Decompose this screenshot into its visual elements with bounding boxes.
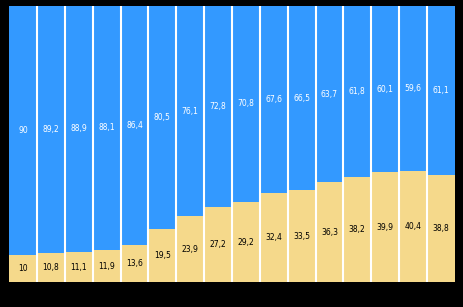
- Text: 88,9: 88,9: [70, 124, 87, 134]
- Bar: [37, 253, 65, 282]
- Bar: [93, 250, 120, 282]
- Bar: [287, 6, 315, 190]
- Text: 19,5: 19,5: [154, 251, 170, 260]
- Bar: [398, 171, 426, 282]
- Text: 90: 90: [18, 126, 28, 135]
- Bar: [148, 228, 176, 282]
- Bar: [120, 6, 148, 245]
- Text: 61,8: 61,8: [348, 87, 365, 96]
- Bar: [9, 255, 37, 282]
- Bar: [370, 172, 398, 282]
- Text: 89,2: 89,2: [43, 125, 59, 134]
- Text: 33,5: 33,5: [293, 232, 309, 241]
- Text: 70,8: 70,8: [237, 99, 254, 108]
- Bar: [232, 202, 259, 282]
- Bar: [259, 6, 287, 193]
- Bar: [65, 6, 93, 252]
- Text: 11,1: 11,1: [70, 262, 87, 272]
- Text: 59,6: 59,6: [404, 84, 420, 93]
- Bar: [9, 6, 37, 255]
- Bar: [148, 6, 176, 228]
- Text: 10,8: 10,8: [43, 263, 59, 272]
- Bar: [176, 6, 204, 216]
- Text: 13,6: 13,6: [126, 259, 143, 268]
- Text: 88,1: 88,1: [98, 123, 115, 132]
- Bar: [426, 6, 454, 175]
- Text: 38,2: 38,2: [348, 225, 365, 234]
- Bar: [232, 6, 259, 202]
- Text: 40,4: 40,4: [404, 222, 420, 231]
- Bar: [37, 6, 65, 253]
- Bar: [120, 245, 148, 282]
- Bar: [315, 6, 343, 182]
- Bar: [370, 6, 398, 172]
- Text: 76,1: 76,1: [181, 107, 198, 116]
- Bar: [343, 6, 370, 177]
- Bar: [204, 207, 232, 282]
- Text: 23,9: 23,9: [181, 245, 198, 254]
- Bar: [65, 252, 93, 282]
- Text: 61,1: 61,1: [432, 86, 448, 95]
- Bar: [259, 193, 287, 282]
- Bar: [204, 6, 232, 207]
- Text: 63,7: 63,7: [320, 90, 337, 99]
- Bar: [315, 182, 343, 282]
- Text: 38,8: 38,8: [432, 224, 448, 233]
- Text: 67,6: 67,6: [265, 95, 282, 104]
- Text: 36,3: 36,3: [320, 228, 337, 237]
- Text: 66,5: 66,5: [293, 94, 309, 103]
- Text: 11,9: 11,9: [98, 262, 115, 270]
- Text: 29,2: 29,2: [237, 238, 254, 247]
- Text: 86,4: 86,4: [126, 121, 143, 130]
- Bar: [343, 177, 370, 282]
- Bar: [176, 216, 204, 282]
- Bar: [287, 190, 315, 282]
- Text: 10: 10: [19, 264, 28, 273]
- Text: 32,4: 32,4: [265, 233, 282, 242]
- Text: 80,5: 80,5: [154, 113, 170, 122]
- Bar: [426, 175, 454, 282]
- Bar: [93, 6, 120, 250]
- Bar: [398, 6, 426, 171]
- Text: 60,1: 60,1: [376, 85, 393, 94]
- Text: 27,2: 27,2: [209, 240, 226, 249]
- Text: 72,8: 72,8: [209, 102, 226, 111]
- Text: 39,9: 39,9: [376, 223, 393, 232]
